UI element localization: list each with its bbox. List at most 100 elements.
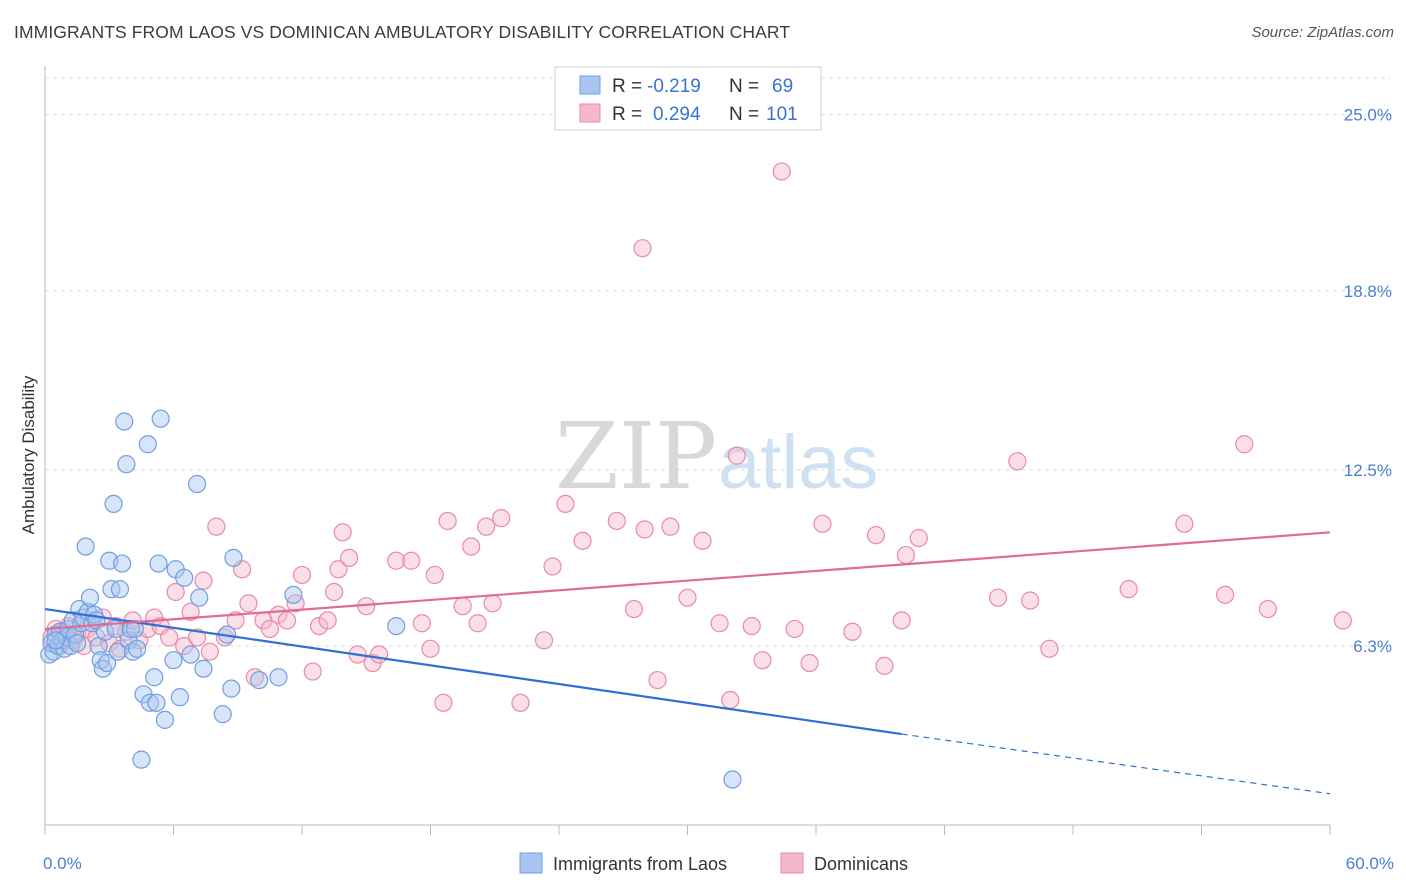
laos-point (181, 645, 200, 664)
laos-point (115, 412, 134, 431)
dominicans-point (1040, 639, 1059, 658)
y-tick-label: 18.8% (1344, 282, 1392, 301)
dominicans-trend-line (44, 531, 1331, 631)
laos-point (250, 670, 269, 690)
dominicans-point (425, 565, 444, 585)
y-tick-labels: 6.3% 12.5% 18.8% 25.0% (1344, 106, 1392, 656)
laos-point (132, 750, 151, 769)
bottom-legend: Immigrants from Laos Dominicans (519, 852, 908, 874)
laos-trend-extension (901, 733, 1331, 795)
bottom-legend-label-laos: Immigrants from Laos (553, 854, 727, 874)
dominicans-point (187, 628, 207, 647)
dominicans-point (160, 628, 179, 647)
legend-r-label-laos: R = (612, 76, 642, 97)
laos-point (222, 679, 241, 698)
dominicans-point (710, 614, 729, 633)
legend-n-label-dominicans: N = (729, 104, 759, 125)
dominicans-point (453, 597, 472, 616)
dominicans-point (607, 511, 626, 531)
dominicans-point (318, 611, 337, 630)
laos-point (723, 770, 742, 789)
dominicans-point (813, 514, 832, 533)
axes (44, 66, 1331, 835)
dominicans-point (239, 594, 258, 613)
legend-swatch-dominicans (579, 103, 601, 123)
dominicans-point (260, 619, 279, 639)
laos-point (151, 409, 170, 428)
dominicans-point (402, 551, 421, 570)
bottom-legend-swatch-laos (519, 852, 543, 874)
dominicans-point (387, 551, 406, 570)
dominicans-point (624, 599, 644, 619)
y-tick-label: 25.0% (1344, 106, 1392, 125)
dominicans-point (892, 611, 911, 630)
laos-point (125, 619, 145, 639)
laos-point (147, 693, 166, 712)
laos-point (104, 494, 123, 514)
dominicans-point (370, 645, 389, 664)
dominicans-point (753, 651, 772, 670)
laos-point (190, 588, 209, 607)
laos-point (108, 642, 127, 661)
laos-point (95, 622, 115, 641)
dominicans-point (866, 526, 886, 545)
dominicans-point (438, 511, 457, 531)
dominicans-point (1119, 580, 1138, 599)
laos-point (110, 580, 130, 599)
dominicans-point (785, 619, 804, 639)
laos-point (112, 554, 132, 573)
laos-point (155, 710, 175, 729)
laos-point (121, 619, 140, 639)
bottom-legend-label-dominicans: Dominicans (814, 854, 908, 874)
x-tick-labels: 0.0% 60.0% (43, 854, 1394, 873)
laos-point (140, 693, 160, 712)
laos-point (80, 588, 100, 607)
trend-lines (44, 531, 1331, 795)
laos-point (269, 668, 288, 687)
dominicans-point (477, 517, 496, 536)
laos-point (387, 616, 406, 636)
dominicans-point (181, 602, 200, 621)
legend-swatch-laos (579, 75, 601, 95)
laos-point (46, 631, 65, 650)
grid-lines (45, 77, 1390, 647)
dominicans-point (1175, 514, 1194, 533)
dominicans-point (412, 614, 432, 633)
laos-point (213, 705, 232, 724)
dominicans-point (909, 528, 928, 548)
dominicans-point (468, 614, 487, 633)
dominicans-point (1215, 585, 1235, 604)
dominicans-point (727, 446, 746, 465)
dominicans-point (721, 690, 740, 710)
dominicans-point (462, 537, 481, 556)
watermark-atlas: atlas (718, 420, 879, 505)
legend-r-value-laos: -0.219 (647, 76, 701, 97)
dominicans-points (42, 162, 1352, 712)
dominicans-point (988, 588, 1008, 607)
laos-point (76, 537, 95, 556)
dominicans-point (800, 653, 819, 673)
dominicans-point (633, 239, 652, 258)
dominicans-point (648, 670, 667, 690)
laos-point (127, 639, 147, 658)
legend-r-value-dominicans: 0.294 (653, 104, 701, 125)
laos-point (164, 651, 183, 670)
dominicans-point (635, 520, 654, 539)
laos-point (224, 548, 243, 567)
dominicans-point (277, 611, 297, 630)
dominicans-point (421, 639, 440, 658)
dominicans-point (693, 531, 712, 550)
bottom-legend-swatch-dominicans (780, 852, 804, 874)
dominicans-point (1235, 435, 1254, 454)
legend-n-label-laos: N = (729, 76, 759, 97)
dominicans-point (678, 588, 697, 607)
y-tick-label: 6.3% (1353, 637, 1392, 656)
dominicans-point (226, 611, 245, 630)
dominicans-point (303, 662, 322, 681)
dominicans-point (573, 531, 592, 550)
dominicans-point (843, 622, 862, 641)
laos-point (284, 585, 303, 604)
watermark-zip: ZIP (555, 403, 717, 510)
laos-point (149, 554, 168, 573)
